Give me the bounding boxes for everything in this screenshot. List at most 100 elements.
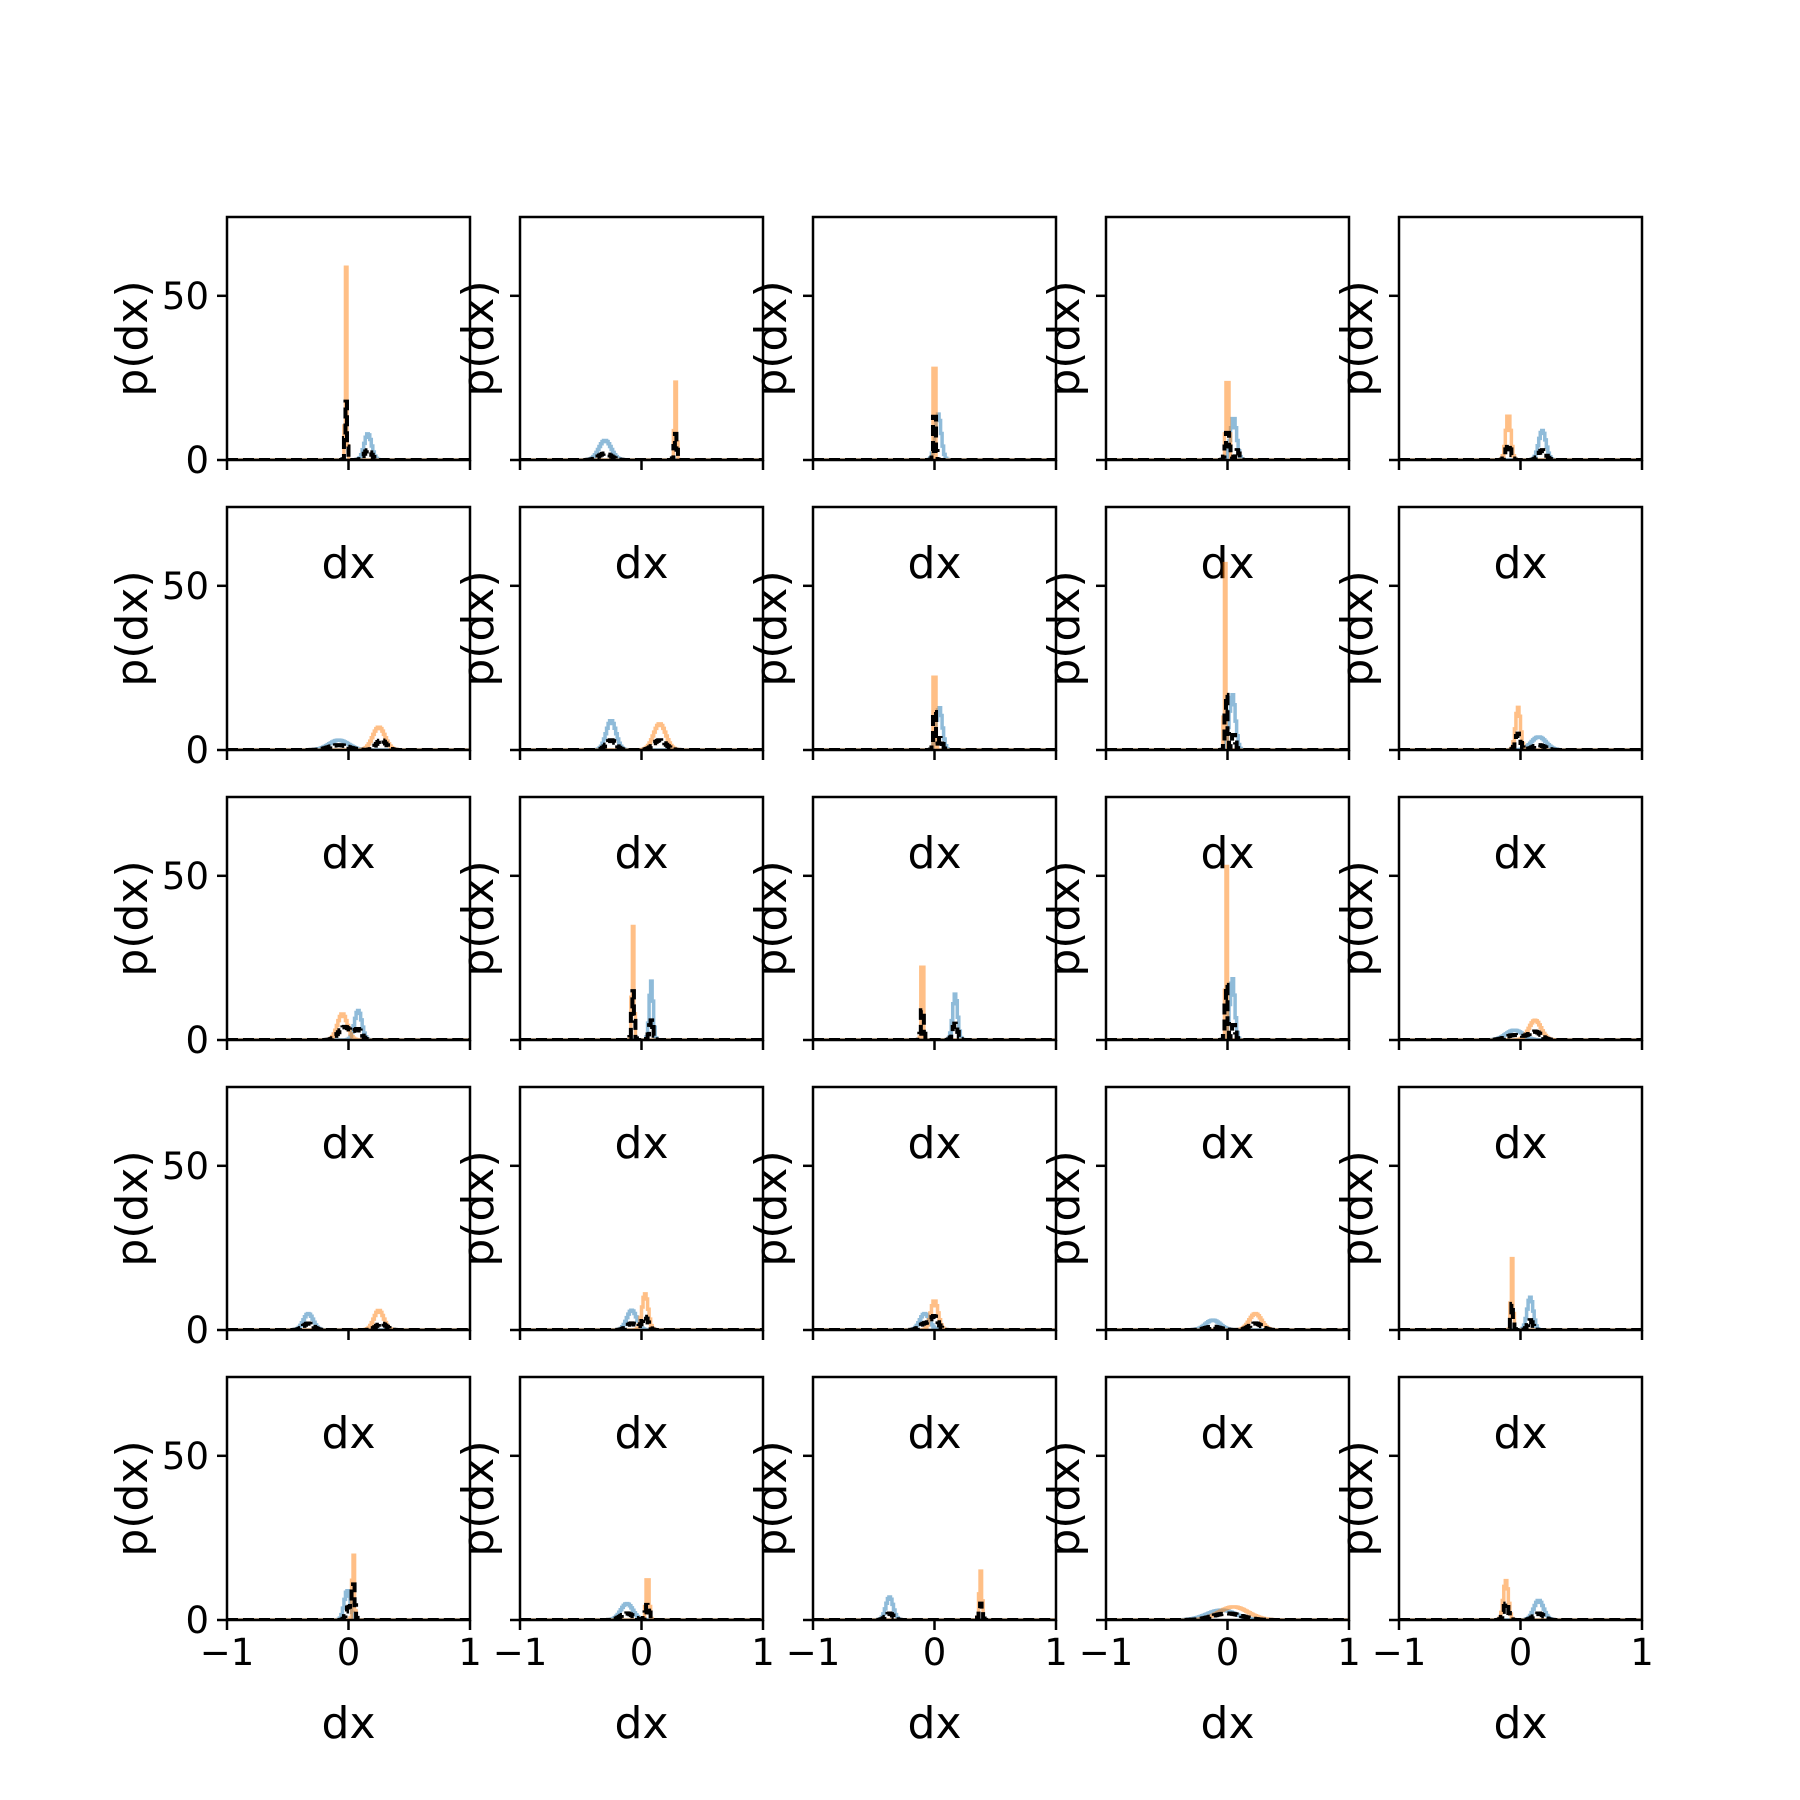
panel-series xyxy=(227,1553,470,1620)
y-tick-label: 50 xyxy=(162,1145,209,1188)
series-orange-line xyxy=(813,1299,1056,1330)
series-black-dashed-line xyxy=(813,414,1056,460)
series-blue-line xyxy=(1106,693,1349,750)
panel-series xyxy=(520,719,763,750)
panel-series xyxy=(227,1308,470,1330)
series-blue-line xyxy=(1399,1295,1642,1330)
series-blue-line xyxy=(520,1308,763,1330)
series-black-dashed-line xyxy=(1399,1029,1642,1040)
x-tick-label: 1 xyxy=(1337,1631,1361,1674)
series-black-dashed-line xyxy=(227,1024,470,1040)
series-blue-line xyxy=(813,992,1056,1040)
y-axis-label: p(dx) xyxy=(746,860,797,976)
series-black-dashed-line xyxy=(1106,430,1349,460)
series-orange-line xyxy=(520,722,763,750)
x-axis-label: dx xyxy=(1201,1408,1255,1459)
y-tick-label: 0 xyxy=(185,1309,209,1352)
panel-series xyxy=(227,725,470,750)
panel-r4-c5: dx p(dx) xyxy=(1332,1085,1644,1459)
series-orange-line xyxy=(813,965,1056,1040)
x-axis-label: dx xyxy=(908,1698,962,1749)
panel-series xyxy=(1399,1018,1642,1040)
x-axis-label: dx xyxy=(615,828,669,879)
series-black-dashed-line xyxy=(1399,1601,1642,1620)
y-axis-label: p(dx) xyxy=(1332,1440,1383,1556)
x-axis-label: dx xyxy=(1494,828,1548,879)
y-axis-label: p(dx) xyxy=(1039,570,1090,686)
panel-series xyxy=(520,924,763,1040)
panel-series xyxy=(813,675,1056,750)
y-axis-label: p(dx) xyxy=(746,280,797,396)
panel-r4-c3: dx p(dx) xyxy=(746,1085,1058,1459)
y-axis-label: p(dx) xyxy=(107,280,158,396)
y-tick-label: 50 xyxy=(162,565,209,608)
x-tick-label: 1 xyxy=(1044,1631,1068,1674)
panel-frame xyxy=(1397,215,1644,462)
series-black-dashed-line xyxy=(227,738,470,750)
y-tick-label: 0 xyxy=(185,439,209,482)
x-axis-label: dx xyxy=(908,538,962,589)
panel-r2-c1: 0 50 dx p(dx) xyxy=(107,505,472,879)
panel-series xyxy=(227,1008,470,1040)
y-axis-label: p(dx) xyxy=(746,570,797,686)
series-blue-line xyxy=(813,1595,1056,1620)
x-axis-label: dx xyxy=(1494,1118,1548,1169)
x-tick-label: −1 xyxy=(1372,1631,1427,1674)
series-orange-line xyxy=(520,1578,763,1620)
x-axis-label: dx xyxy=(322,1698,376,1749)
series-blue-line xyxy=(1106,1318,1349,1330)
panel-series xyxy=(1106,1605,1349,1620)
x-tick-label: −1 xyxy=(1079,1631,1134,1674)
x-axis-label: dx xyxy=(615,1408,669,1459)
panel-r5-c2: −1 0 1 dx p(dx) xyxy=(453,1375,775,1749)
series-orange-line xyxy=(1106,864,1349,1040)
series-blue-line xyxy=(227,1311,470,1330)
y-axis-label: p(dx) xyxy=(107,1440,158,1556)
panel-r1-c5: dx p(dx) xyxy=(1332,215,1644,589)
series-black-dashed-line xyxy=(1399,731,1642,750)
series-blue-line xyxy=(520,979,763,1040)
panel-series xyxy=(227,265,470,460)
series-black-dashed-line xyxy=(813,1008,1056,1040)
series-black-dashed-line xyxy=(1399,442,1642,460)
panel-r3-c1: 0 50 dx p(dx) xyxy=(107,795,472,1169)
series-orange-line xyxy=(227,265,470,460)
x-axis-label: dx xyxy=(615,1698,669,1749)
x-axis-label: dx xyxy=(1201,1698,1255,1749)
panel-series xyxy=(813,366,1056,460)
y-axis-label: p(dx) xyxy=(1332,570,1383,686)
series-blue-line xyxy=(1399,735,1642,750)
series-black-dashed-line xyxy=(1399,1301,1642,1330)
series-orange-line xyxy=(1399,1018,1642,1040)
x-axis-label: dx xyxy=(908,1118,962,1169)
x-axis-label: dx xyxy=(322,828,376,879)
series-orange-line xyxy=(520,1292,763,1330)
panel-r4-c2: dx p(dx) xyxy=(453,1085,765,1459)
panel-r2-c3: dx p(dx) xyxy=(746,505,1058,879)
x-tick-label: 0 xyxy=(337,1631,361,1674)
x-tick-label: 0 xyxy=(630,1631,654,1674)
x-tick-label: 0 xyxy=(1216,1631,1240,1674)
y-axis-label: p(dx) xyxy=(1332,860,1383,976)
series-orange-line xyxy=(813,675,1056,750)
x-axis-label: dx xyxy=(1201,1118,1255,1169)
panel-series xyxy=(1399,705,1642,750)
panel-series xyxy=(813,965,1056,1040)
series-orange-line xyxy=(520,380,763,460)
series-blue-line xyxy=(227,738,470,750)
series-blue-line xyxy=(520,1601,763,1620)
y-axis-label: p(dx) xyxy=(1332,280,1383,396)
panel-r4-c1: 0 50 dx p(dx) xyxy=(107,1085,472,1459)
panel-r1-c3: dx p(dx) xyxy=(746,215,1058,589)
series-orange-line xyxy=(1106,380,1349,460)
panel-series xyxy=(1399,1256,1642,1330)
y-axis-label: p(dx) xyxy=(453,1440,504,1556)
x-tick-label: −1 xyxy=(786,1631,841,1674)
y-axis-label: p(dx) xyxy=(746,1150,797,1266)
series-blue-line xyxy=(1106,976,1349,1040)
y-axis-label: p(dx) xyxy=(107,570,158,686)
panel-frame xyxy=(518,215,765,462)
series-black-dashed-line xyxy=(813,1601,1056,1620)
x-tick-label: −1 xyxy=(493,1631,548,1674)
